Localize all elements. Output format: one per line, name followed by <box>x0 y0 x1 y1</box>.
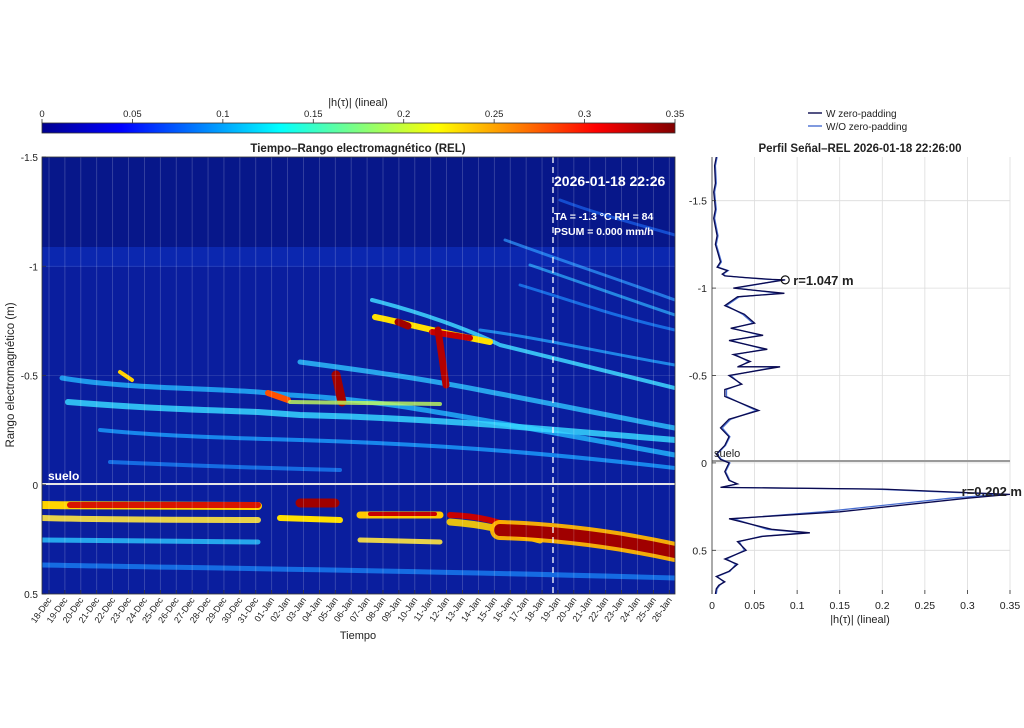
heatmap-y-tick-label: -0.5 <box>21 372 39 383</box>
layer-band <box>503 238 675 302</box>
annotation-label: r=1.047 m <box>793 273 853 288</box>
layer-band <box>108 460 342 472</box>
profile-x-tick-label: 0.2 <box>875 600 890 612</box>
heatmap-vertical-grid <box>48 157 670 594</box>
profile-grid <box>711 157 1011 594</box>
layer-band <box>65 399 675 443</box>
heatmap-strong-features <box>118 314 493 407</box>
colorbar-tick-label: 0.2 <box>397 109 410 120</box>
profile-y-tick-label: -1.5 <box>689 196 707 208</box>
profile-x-tick-label: 0.1 <box>790 600 805 612</box>
profile-title: Perfil Señal–REL 2026-01-18 22:26:00 <box>758 143 961 155</box>
colorbar-ticks: 0 0.05 0.1 0.15 0.2 0.25 0.3 0.35 <box>39 109 684 123</box>
sub-band-yellow <box>42 515 261 523</box>
layer-band <box>558 198 675 237</box>
layer-band <box>370 298 675 390</box>
colorbar-label: |h(τ)| (lineal) <box>328 97 388 109</box>
heatmap-chart: Tiempo–Rango electromagnético (REL) <box>5 143 676 642</box>
feature-red <box>434 326 450 389</box>
heatmap-y-tick-label: -1 <box>29 262 38 273</box>
heatmap-plot-area: suelo 2026-01-18 22:26 TA = -1.3 °C RH =… <box>42 157 675 594</box>
profile-y-ticks: -1.5 -1 -0.5 0 0.5 <box>689 196 716 557</box>
layer-band <box>98 428 675 470</box>
sub-band-yellow <box>277 515 343 523</box>
profile-y-tick-label: -0.5 <box>689 371 707 383</box>
colorbar-tick-label: 0.1 <box>216 109 229 120</box>
feature-red <box>394 318 412 330</box>
layer-band <box>297 359 675 431</box>
heatmap-snow-layers <box>59 198 675 472</box>
annotation-meteo-line-2: PSUM = 0.000 mm/h <box>554 226 654 238</box>
profile-x-tick-label: 0.15 <box>829 600 850 612</box>
sub-band-yellow <box>357 537 443 545</box>
feature-orange <box>265 390 291 403</box>
heatmap-y-tick-label: 0.5 <box>24 590 38 601</box>
profile-y-tick-label: 0.5 <box>692 545 707 557</box>
colorbar-bar <box>41 122 676 134</box>
sub-band-cyan <box>42 537 261 545</box>
ground-label: suelo <box>48 469 79 483</box>
legend-item-w-zero-padding: W zero-padding <box>826 109 897 120</box>
colorbar-tick-label: 0.35 <box>666 109 685 120</box>
feature-yellow <box>118 370 134 382</box>
layer-band <box>528 263 675 317</box>
feature-red <box>331 370 347 407</box>
profile-x-tick-label: 0 <box>709 600 715 612</box>
heatmap-y-label: Rango electromagnético (m) <box>5 302 17 447</box>
annotation-label: r=0.202 m <box>962 484 1022 499</box>
heatmap-subsurface <box>42 498 675 581</box>
heatmap-x-label: Tiempo <box>340 630 376 642</box>
annotation-timestamp: 2026-01-18 22:26 <box>554 173 666 189</box>
profile-x-tick-label: 0.05 <box>744 600 765 612</box>
feature-green <box>288 400 442 406</box>
annotation-meteo-line-1: TA = -1.3 °C RH = 84 <box>554 211 653 223</box>
layer-band <box>478 328 675 367</box>
colorbar-tick-label: 0.05 <box>123 109 142 120</box>
legend-item-wo-zero-padding: W/O zero-padding <box>826 122 907 133</box>
profile-x-label: |h(τ)| (lineal) <box>830 614 890 626</box>
profile-lines <box>712 157 1010 594</box>
profile-x-tick-label: 0.3 <box>960 600 975 612</box>
profile-y-tick-label: 0 <box>701 458 707 470</box>
sub-band-darkred <box>494 524 675 558</box>
profile-y-tick-label: -1 <box>698 283 707 295</box>
profile-x-ticks: 0 0.05 0.1 0.15 0.2 0.25 0.3 0.35 <box>709 590 1020 612</box>
profile-chart: W zero-padding W/O zero-padding Perfil S… <box>689 109 1022 626</box>
profile-x-tick-label: 0.35 <box>1000 600 1021 612</box>
colorbar-tick-label: 0.3 <box>578 109 591 120</box>
profile-ground-label: suelo <box>714 448 740 460</box>
sub-band-blue <box>42 562 675 581</box>
profile-x-tick-label: 0.25 <box>915 600 936 612</box>
series-line-w-zero-padding <box>713 157 1010 594</box>
colorbar-tick-label: 0.15 <box>304 109 323 120</box>
colorbar-tick-label: 0.25 <box>485 109 504 120</box>
heatmap-upper-band <box>42 247 675 267</box>
heatmap-y-ticks: -1.5 -1 -0.5 0 0.5 <box>21 153 46 601</box>
annotation-marker <box>780 275 790 285</box>
profile-legend: W zero-padding W/O zero-padding <box>808 109 907 133</box>
colorbar-tick-label: 0 <box>39 109 44 120</box>
colorbar: |h(τ)| (lineal) 0 0.05 0.1 0.15 0.2 0.25 0.3 0.… <box>39 97 684 134</box>
heatmap-y-tick-label: 0 <box>32 481 38 492</box>
profile-annotations: r=1.047 m r=0.202 m <box>780 273 1022 499</box>
heatmap-x-ticks: 18-Dec19-Dec20-Dec21-Dec22-Dec23-Dec24-D… <box>29 590 674 625</box>
heatmap-title: Tiempo–Rango electromagnético (REL) <box>250 143 465 155</box>
layer-band <box>518 283 675 332</box>
heatmap-y-tick-label: -1.5 <box>21 153 39 164</box>
